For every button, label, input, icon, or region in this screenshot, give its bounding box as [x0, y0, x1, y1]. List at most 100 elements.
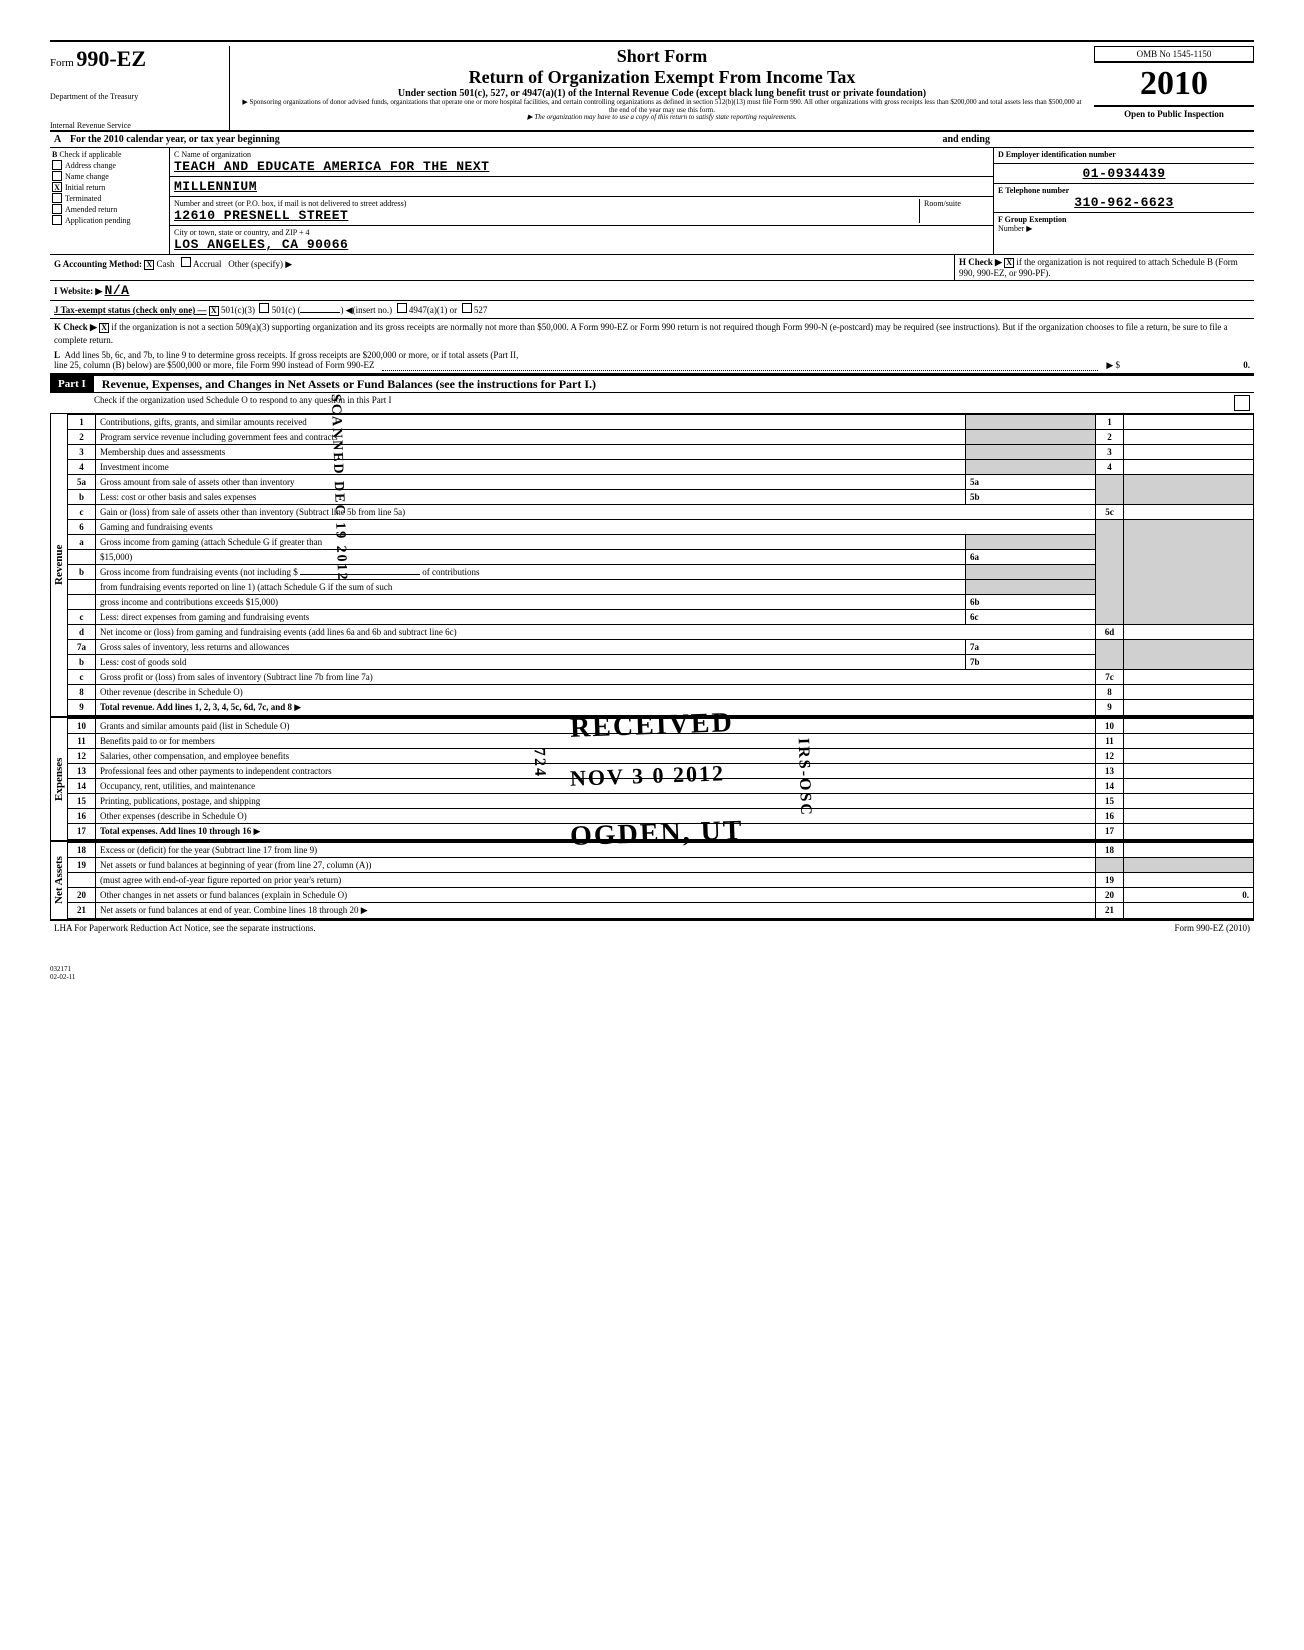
revenue-side-label: Revenue [50, 414, 67, 716]
expenses-section: Expenses 10Grants and similar amounts pa… [50, 718, 1254, 842]
l-amount: 0. [1120, 360, 1250, 371]
line-a-text2: and ending [942, 134, 990, 145]
form-header: Form 990-EZ Department of the Treasury I… [50, 40, 1254, 130]
check-name-change[interactable]: Name change [52, 171, 167, 181]
omb-number: OMB No 1545-1150 [1094, 46, 1254, 62]
line-3: Membership dues and assessments [96, 445, 966, 460]
l-text1: Add lines 5b, 6c, and 7b, to line 9 to d… [65, 350, 519, 360]
check-terminated[interactable]: Terminated [52, 193, 167, 203]
line-a-prefix: A [54, 134, 70, 145]
line-6b-4: gross income and contributions exceeds $… [96, 595, 966, 610]
open-public: Open to Public Inspection [1094, 106, 1254, 121]
line-6d: Net income or (loss) from gaming and fun… [96, 625, 1096, 640]
check-address-change[interactable]: Address change [52, 160, 167, 170]
line-8: Other revenue (describe in Schedule O) [96, 685, 1096, 700]
part-1-header: Part I Revenue, Expenses, and Changes in… [50, 374, 1254, 393]
expenses-table: 10Grants and similar amounts paid (list … [67, 718, 1254, 840]
part-1-title: Revenue, Expenses, and Changes in Net As… [94, 377, 1254, 392]
street: 12610 PRESNELL STREET [174, 208, 919, 223]
line-10: Grants and similar amounts paid (list in… [96, 719, 1096, 734]
line-9: Total revenue. Add lines 1, 2, 3, 4, 5c,… [100, 702, 292, 712]
line-20: Other changes in net assets or fund bala… [96, 888, 1096, 903]
line-13: Professional fees and other payments to … [96, 764, 1096, 779]
check-label: Check if applicable [59, 150, 121, 159]
line-6: Gaming and fundraising events [96, 520, 1096, 535]
line-k: K Check ▶ X if the organization is not a… [50, 319, 1254, 348]
l-prefix: L [54, 350, 60, 360]
line-a: A For the 2010 calendar year, or tax yea… [50, 130, 1254, 148]
ein: 01-0934439 [998, 166, 1250, 181]
netassets-side-label: Net Assets [50, 842, 67, 919]
b-label: B [52, 150, 57, 159]
tax-year: 2010 [1094, 62, 1254, 106]
dept-irs: Internal Revenue Service [50, 121, 223, 130]
part-1-label: Part I [50, 376, 94, 392]
line-12: Salaries, other compensation, and employ… [96, 749, 1096, 764]
check-amended[interactable]: Amended return [52, 204, 167, 214]
check-initial-return[interactable]: XInitial return [52, 182, 167, 192]
right-info-col: D Employer identification number 01-0934… [994, 148, 1254, 254]
name-address-col: C Name of organization TEACH AND EDUCATE… [170, 148, 994, 254]
j-label: J Tax-exempt status (check only one) — [54, 305, 207, 315]
k-text: if the organization is not a section 509… [54, 322, 1228, 345]
form-label: Form [50, 57, 74, 69]
line-a-text1: For the 2010 calendar year, or tax year … [70, 134, 280, 145]
check-527[interactable] [462, 303, 472, 313]
line-7b: Less: cost of goods sold [96, 655, 966, 670]
f-label2: Number ▶ [998, 224, 1250, 233]
title-return: Return of Organization Exempt From Incom… [238, 67, 1086, 88]
line-5a: Gross amount from sale of assets other t… [96, 475, 966, 490]
org-name-2: MILLENNIUM [174, 179, 989, 194]
g-label: G Accounting Method: [54, 259, 142, 269]
line-16: Other expenses (describe in Schedule O) [96, 809, 1096, 824]
org-name-1: TEACH AND EDUCATE AMERICA FOR THE NEXT [174, 159, 989, 174]
dept-treasury: Department of the Treasury [50, 92, 223, 101]
addr-label: Number and street (or P.O. box, if mail … [174, 199, 919, 208]
header-center: Short Form Return of Organization Exempt… [230, 46, 1094, 122]
part1-check-text: Check if the organization used Schedule … [94, 395, 1234, 411]
line-4: Investment income [96, 460, 966, 475]
netassets-table: 18Excess or (deficit) for the year (Subt… [67, 842, 1254, 919]
line-19a: Net assets or fund balances at beginning… [96, 858, 1096, 873]
check-schedule-o[interactable] [1234, 395, 1250, 411]
netassets-section: Net Assets 18Excess or (deficit) for the… [50, 842, 1254, 921]
website: N/A [105, 283, 130, 298]
i-label: I Website: ▶ [54, 286, 102, 296]
revenue-section: Revenue 1Contributions, gifts, grants, a… [50, 414, 1254, 718]
line-6b-3: from fundraising events reported on line… [96, 580, 966, 595]
check-4947[interactable] [397, 303, 407, 313]
check-cash[interactable]: X [144, 260, 154, 270]
revenue-table: 1Contributions, gifts, grants, and simil… [67, 414, 1254, 716]
city-state-zip: LOS ANGELES, CA 90066 [174, 237, 989, 252]
check-app-pending[interactable]: Application pending [52, 215, 167, 225]
check-accrual[interactable] [181, 257, 191, 267]
fine-print-2: ▶ The organization may have to use a cop… [238, 114, 1086, 122]
fine-print-1: ▶ Sponsoring organizations of donor advi… [238, 99, 1086, 114]
section-b-f: B Check if applicable Address change Nam… [50, 148, 1254, 255]
check-501c3[interactable]: X [209, 306, 219, 316]
line-i: I Website: ▶ N/A [50, 281, 1254, 301]
check-h[interactable]: X [1004, 258, 1014, 268]
phone: 310-962-6623 [998, 195, 1250, 210]
expenses-side-label: Expenses [50, 718, 67, 840]
line-l: L Add lines 5b, 6c, and 7b, to line 9 to… [50, 348, 1254, 374]
line-14: Occupancy, rent, utilities, and maintena… [96, 779, 1096, 794]
line-6b-1: Gross income from fundraising events (no… [100, 567, 298, 577]
check-k[interactable]: X [99, 323, 109, 333]
check-501c[interactable] [259, 303, 269, 313]
l-arrow: ▶ $ [1106, 360, 1120, 371]
check-if-applicable: B Check if applicable Address change Nam… [50, 148, 170, 254]
line-18: Excess or (deficit) for the year (Subtra… [96, 843, 1096, 858]
line-2: Program service revenue including govern… [96, 430, 966, 445]
line-7a: Gross sales of inventory, less returns a… [96, 640, 966, 655]
d-label: D Employer identification number [998, 150, 1250, 159]
line-11: Benefits paid to or for members [96, 734, 1096, 749]
line-g-h: G Accounting Method: X Cash Accrual Othe… [50, 255, 1254, 281]
h-label: H Check ▶ [959, 257, 1002, 267]
footer-code: 032171 [50, 965, 1254, 973]
footer-date: 02-02-11 [50, 973, 1254, 981]
city-label: City or town, state or country, and ZIP … [174, 228, 989, 237]
footer-codes: 032171 02-02-11 [50, 965, 1254, 981]
line-20-val: 0. [1124, 888, 1254, 903]
k-prefix: K Check ▶ [54, 322, 97, 332]
